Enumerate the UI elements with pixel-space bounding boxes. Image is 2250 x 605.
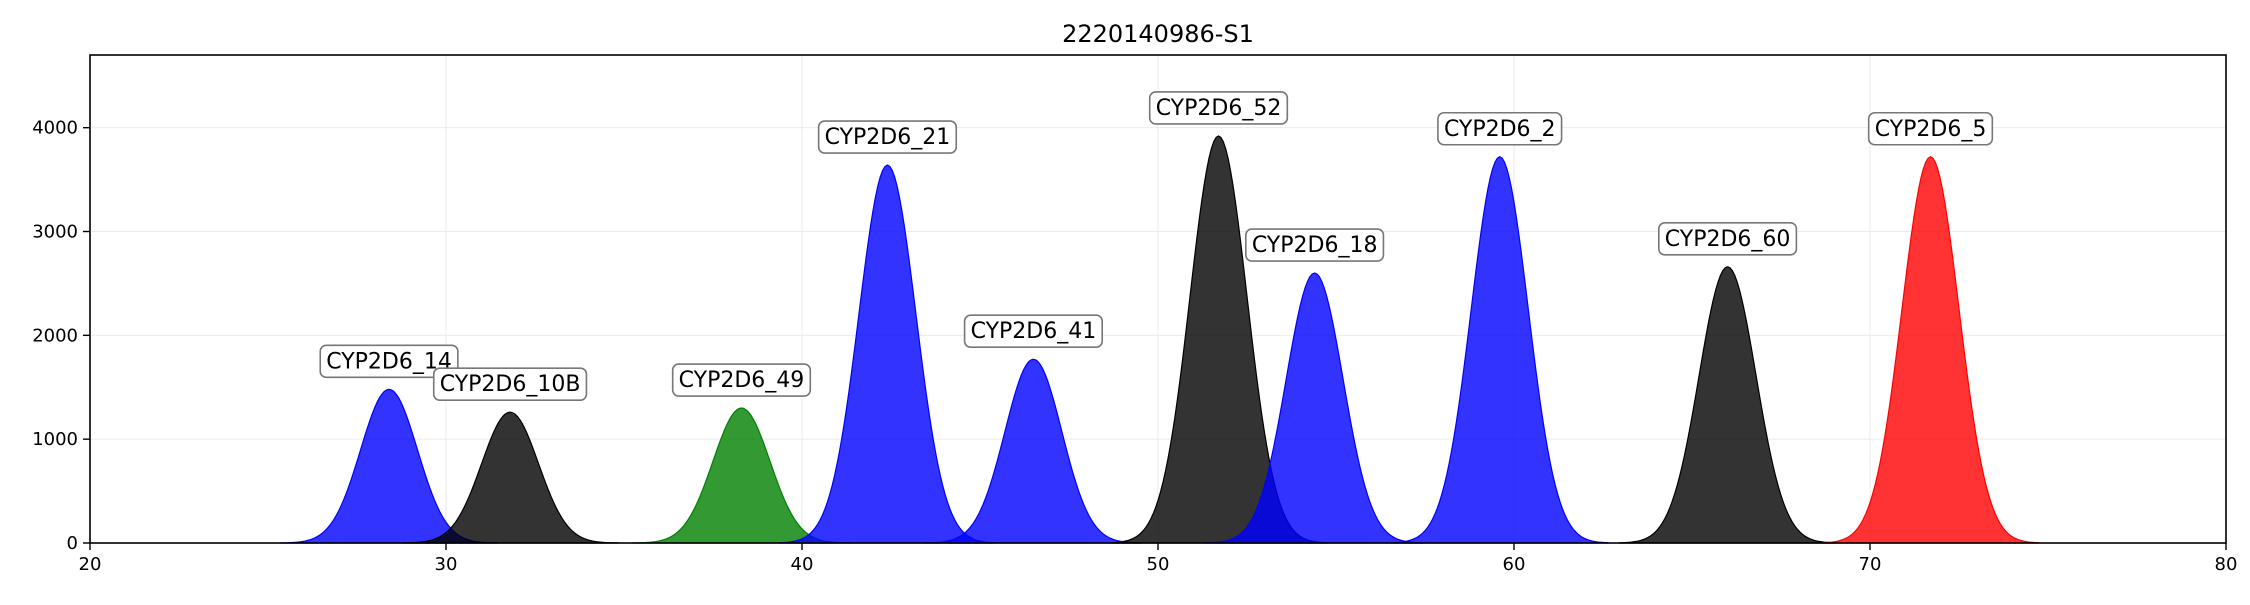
peak-cyp2d6-18 (1205, 272, 1424, 544)
peaks (280, 135, 2040, 544)
peak-label-box (1867, 111, 1994, 146)
x-tick-label: 50 (1147, 554, 1170, 575)
peak-label-text: CYP2D6_60 (1665, 227, 1791, 252)
peak-label-box (319, 344, 459, 379)
peak-cyp2d6-21 (778, 164, 997, 544)
peak-cyp2d6-41 (924, 358, 1143, 544)
peak-cyp2d6-5 (1821, 156, 2040, 544)
peak-label-cyp2d6-2: CYP2D6_2 (1437, 111, 1563, 146)
peak-label-box (1657, 222, 1798, 256)
peak-label-text: CYP2D6_10B (440, 372, 581, 397)
peak-label-cyp2d6-52: CYP2D6_52 (1148, 91, 1289, 125)
peak-label-text: CYP2D6_2 (1444, 117, 1556, 142)
y-tick-label: 2000 (32, 325, 78, 346)
peak-label-cyp2d6-21: CYP2D6_21 (817, 120, 958, 154)
x-tick-label: 80 (2215, 554, 2238, 575)
peak-label-text: CYP2D6_14 (326, 349, 452, 374)
x-tick-label: 30 (435, 554, 458, 575)
peak-label-cyp2d6-10b: CYP2D6_10B (432, 367, 588, 401)
peak-label-text: CYP2D6_18 (1252, 233, 1378, 258)
peak-label-cyp2d6-49: CYP2D6_49 (671, 363, 812, 397)
peak-label-box (1148, 91, 1289, 125)
peak-label-box (963, 314, 1104, 349)
peak-label-cyp2d6-60: CYP2D6_60 (1657, 222, 1798, 256)
peak-label-cyp2d6-14: CYP2D6_14 (319, 344, 459, 379)
axes: 20 30 40 50 60 70 80 0 1000 2000 3000 4000 (32, 118, 2237, 575)
peak-label-box (432, 367, 588, 401)
peak-label-cyp2d6-41: CYP2D6_41 (963, 314, 1104, 349)
peak-label-cyp2d6-5: CYP2D6_5 (1867, 111, 1994, 146)
x-tick-label: 20 (79, 554, 102, 575)
y-tick-label: 1000 (32, 429, 78, 450)
peak-label-box (817, 120, 958, 154)
y-tick-label: 0 (67, 533, 78, 554)
y-tick-label: 3000 (32, 222, 78, 243)
peak-label-text: CYP2D6_5 (1875, 117, 1987, 142)
peak-label-cyp2d6-18: CYP2D6_18 (1245, 228, 1385, 262)
peak-cyp2d6-10b (401, 411, 619, 544)
y-tick-label: 4000 (32, 118, 78, 139)
peak-label-text: CYP2D6_41 (971, 319, 1097, 344)
peak-label-text: CYP2D6_21 (825, 125, 951, 150)
peak-label-text: CYP2D6_52 (1156, 96, 1282, 121)
peak-cyp2d6-60 (1618, 266, 1837, 544)
x-tick-label: 60 (1503, 554, 1526, 575)
peak-label-box (671, 363, 812, 397)
chart-title: 2220140986-S1 (1062, 20, 1254, 48)
peak-label-box (1437, 111, 1563, 146)
peak-cyp2d6-49 (632, 407, 851, 544)
x-tick-label: 70 (1859, 554, 1882, 575)
peak-label-text: CYP2D6_49 (679, 368, 805, 393)
peak-cyp2d6-2 (1390, 156, 1609, 544)
peak-label-box (1245, 228, 1385, 262)
x-tick-label: 40 (791, 554, 814, 575)
